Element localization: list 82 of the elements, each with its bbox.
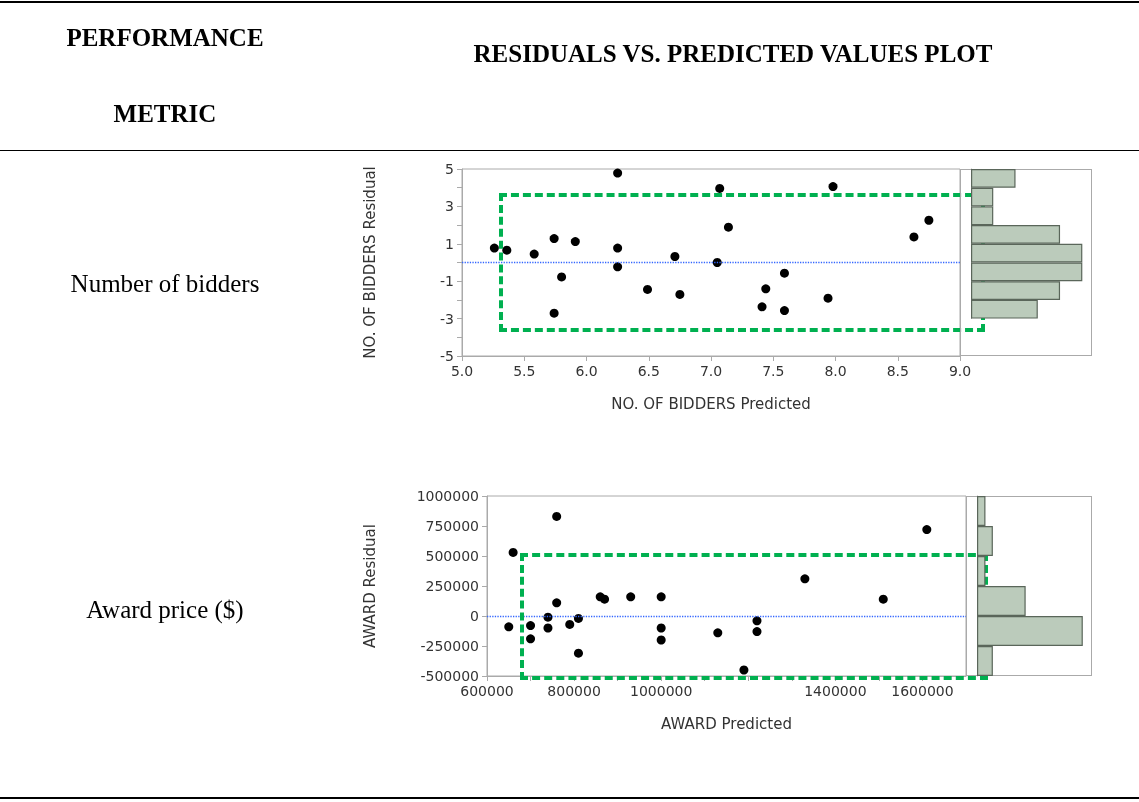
y-tick-label: 3	[445, 198, 454, 215]
point	[909, 232, 919, 242]
point	[570, 237, 580, 247]
y-tick-label: 750000	[425, 518, 479, 534]
point	[552, 511, 562, 521]
x-tick-label: 800000	[547, 683, 601, 699]
x-axis-title: NO. OF BIDDERS Predicted	[611, 395, 811, 413]
x-tick-label: 5.0	[450, 363, 474, 379]
point	[823, 293, 833, 303]
y-tick-label: -3	[440, 310, 454, 327]
point	[643, 284, 653, 294]
point	[752, 627, 762, 637]
point	[613, 243, 623, 253]
point	[549, 308, 559, 318]
point	[656, 592, 666, 602]
x-tick-label: 6.0	[575, 363, 598, 379]
point	[613, 168, 623, 178]
text: Number of bidders	[69, 270, 261, 298]
point	[489, 243, 499, 253]
point	[924, 215, 934, 225]
point	[800, 574, 810, 584]
y-tick-label: -500000	[420, 668, 479, 684]
point	[757, 302, 767, 312]
x-tick-label: 8.0	[824, 363, 847, 379]
point	[712, 258, 722, 267]
text: PERFORMANCE METRIC	[66, 24, 264, 127]
point	[557, 272, 567, 282]
point	[656, 623, 666, 633]
point	[922, 525, 932, 535]
x-tick-label: 9.0	[948, 363, 972, 379]
point	[529, 249, 539, 259]
point	[573, 613, 583, 623]
y-tick-label: 1	[445, 235, 454, 252]
point	[573, 648, 583, 658]
y-tick-label: 250000	[425, 578, 479, 594]
x-tick-label: 1400000	[804, 683, 867, 699]
x-tick-label: 8.5	[886, 363, 909, 379]
point	[613, 262, 623, 272]
y-axis-title: NO. OF BIDDERS Residual	[361, 166, 379, 359]
point	[552, 598, 562, 608]
point	[508, 547, 518, 557]
y-tick-label: -5	[440, 348, 454, 364]
point	[713, 628, 723, 638]
x-axis-title: AWARD Predicted	[661, 715, 792, 733]
point	[549, 234, 559, 244]
chart-title: RESIDUALS VS. PREDICTED VALUES PLOT	[472, 40, 994, 68]
x-tick-label: 1600000	[891, 683, 954, 699]
point	[779, 268, 789, 278]
point	[739, 665, 749, 675]
y-tick-label: -250000	[420, 638, 479, 654]
point	[779, 306, 789, 316]
y-tick-label: 1000000	[416, 488, 479, 504]
point	[656, 635, 666, 645]
point	[670, 252, 680, 262]
x-tick-label: 7.0	[699, 363, 723, 379]
x-tick-label: 1000000	[630, 683, 693, 699]
point	[675, 289, 685, 299]
text: Award price ($)	[85, 596, 245, 624]
point	[526, 621, 536, 631]
point	[878, 594, 888, 604]
point	[761, 284, 771, 294]
point	[626, 592, 636, 602]
point	[752, 616, 762, 626]
x-tick-label: 600000	[460, 683, 514, 699]
point	[565, 619, 575, 629]
y-tick-label: 5	[445, 161, 454, 177]
point	[504, 622, 514, 632]
point	[502, 245, 512, 255]
point	[723, 222, 733, 232]
x-tick-label: 7.5	[762, 363, 785, 379]
y-axis-title: AWARD Residual	[361, 524, 379, 648]
point	[543, 612, 553, 622]
point	[543, 623, 553, 633]
y-tick-label: 500000	[425, 548, 479, 564]
point	[526, 634, 536, 644]
point	[600, 594, 610, 604]
point	[715, 183, 725, 193]
y-tick-label: 0	[470, 608, 479, 624]
x-tick-label: 6.5	[637, 363, 660, 379]
y-tick-label: -1	[440, 273, 454, 290]
point	[828, 182, 838, 192]
x-tick-label: 5.5	[513, 363, 536, 379]
